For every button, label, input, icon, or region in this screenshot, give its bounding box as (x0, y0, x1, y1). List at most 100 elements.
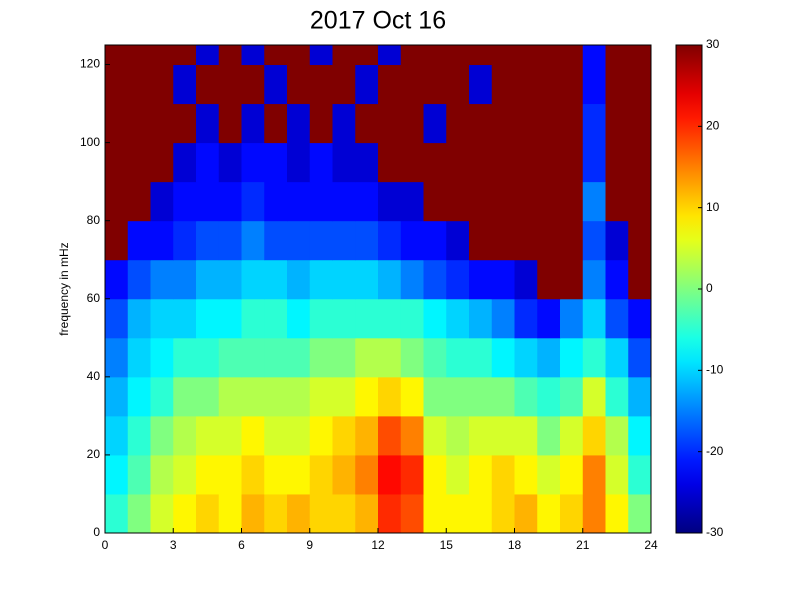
heat-cell (196, 142, 220, 183)
heat-cell (127, 181, 151, 222)
heat-cell (173, 220, 197, 261)
heat-cell (127, 220, 151, 261)
heat-cell (378, 45, 402, 66)
heat-cell (469, 454, 493, 495)
heat-cell (400, 376, 424, 417)
heat-cell (446, 415, 470, 456)
heat-cell (560, 103, 584, 144)
heat-cell (309, 64, 333, 105)
heat-cell (605, 259, 629, 300)
heat-cell (355, 64, 379, 105)
heat-cell (241, 259, 265, 300)
heat-cell (469, 64, 493, 105)
heat-cell (400, 142, 424, 183)
heat-cell (537, 64, 561, 105)
colorbar (675, 44, 703, 534)
heat-cell (400, 64, 424, 105)
x-tick-label: 6 (238, 538, 245, 552)
heat-cell (605, 64, 629, 105)
heat-cell (264, 45, 288, 66)
heat-cell (264, 415, 288, 456)
heat-cell (105, 45, 129, 66)
heat-cell (241, 181, 265, 222)
heat-cell (469, 45, 493, 66)
heat-cell (196, 415, 220, 456)
heat-cell (196, 454, 220, 495)
heat-cell (491, 220, 515, 261)
heat-cell (264, 454, 288, 495)
heat-cell (309, 142, 333, 183)
heat-cell (218, 454, 242, 495)
heat-cell (150, 45, 174, 66)
heat-cell (560, 45, 584, 66)
heat-cell (514, 103, 538, 144)
heat-cell (287, 298, 311, 339)
heat-cell (582, 454, 606, 495)
heat-cell (514, 337, 538, 378)
colorbar-tick-label: -30 (706, 525, 724, 539)
heat-cell (241, 142, 265, 183)
heat-cell (127, 298, 151, 339)
heat-cell (537, 45, 561, 66)
heat-cell (378, 142, 402, 183)
heat-cell (287, 103, 311, 144)
heat-cell (127, 64, 151, 105)
heat-cell (560, 142, 584, 183)
heat-cell (332, 45, 356, 66)
heat-cell (378, 454, 402, 495)
heat-cell (264, 103, 288, 144)
heat-cell (264, 220, 288, 261)
heat-cell (514, 181, 538, 222)
heat-cell (537, 181, 561, 222)
heat-cell (446, 181, 470, 222)
heat-cell (400, 454, 424, 495)
heat-cell (355, 142, 379, 183)
y-tick-label: 60 (87, 291, 101, 305)
heat-cell (332, 337, 356, 378)
heat-cell (628, 220, 652, 261)
heat-cell (173, 337, 197, 378)
heat-cell (196, 298, 220, 339)
heat-cell (196, 259, 220, 300)
heat-cell (378, 415, 402, 456)
heat-cell (560, 493, 584, 534)
heat-cell (514, 415, 538, 456)
heat-cell (127, 493, 151, 534)
heat-cell (628, 142, 652, 183)
heat-cell (287, 142, 311, 183)
heat-cell (264, 493, 288, 534)
heat-cell (628, 64, 652, 105)
heat-cell (355, 103, 379, 144)
heat-cell (218, 298, 242, 339)
heat-cell (491, 103, 515, 144)
heat-cell (400, 181, 424, 222)
heat-cell (241, 376, 265, 417)
heat-cell (105, 493, 129, 534)
heat-cell (378, 298, 402, 339)
heat-cell (446, 454, 470, 495)
heat-cell (287, 259, 311, 300)
heat-cell (605, 45, 629, 66)
heat-cell (491, 45, 515, 66)
heat-cell (150, 220, 174, 261)
heat-cell (560, 454, 584, 495)
heat-cell (423, 298, 447, 339)
heat-cell (514, 298, 538, 339)
heat-cell (105, 415, 129, 456)
heat-cell (173, 376, 197, 417)
heat-cell (514, 454, 538, 495)
heat-cell (582, 220, 606, 261)
heat-cell (423, 337, 447, 378)
heat-cell (560, 298, 584, 339)
y-tick-label: 80 (87, 213, 101, 227)
heat-cell (560, 181, 584, 222)
heat-cell (127, 103, 151, 144)
heat-cell (537, 259, 561, 300)
heat-cell (173, 259, 197, 300)
heat-cell (514, 64, 538, 105)
heat-cell (560, 337, 584, 378)
x-tick-label: 12 (371, 538, 385, 552)
heat-cell (355, 298, 379, 339)
heat-cell (423, 454, 447, 495)
heat-cell (423, 103, 447, 144)
